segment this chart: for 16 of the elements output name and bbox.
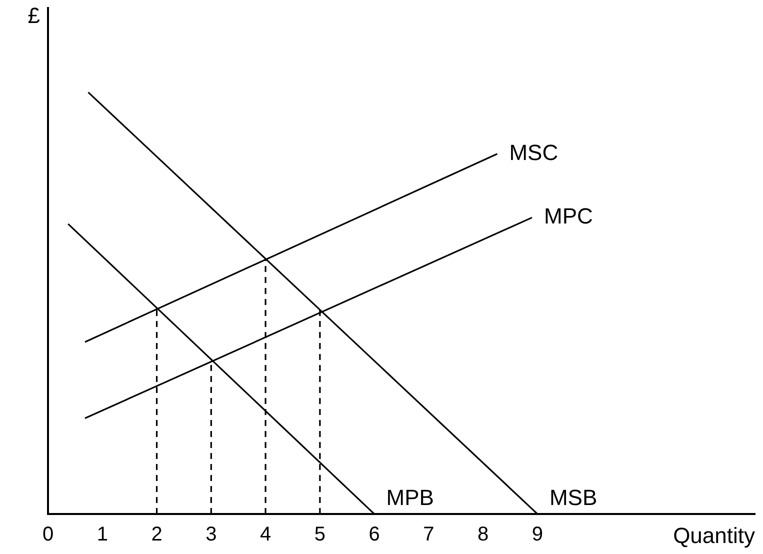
x-tick-label: 5 bbox=[314, 524, 326, 546]
x-tick-label: 2 bbox=[151, 524, 162, 546]
x-tick-label: 4 bbox=[260, 524, 272, 546]
x-tick-label: 9 bbox=[532, 524, 544, 546]
x-tick-label: 7 bbox=[423, 524, 434, 546]
series-label: MPB bbox=[386, 485, 434, 510]
x-tick-label: 6 bbox=[368, 524, 380, 546]
x-tick-label: 3 bbox=[206, 524, 217, 546]
series-label: MPC bbox=[544, 204, 594, 229]
x-tick-label: 8 bbox=[478, 524, 489, 546]
series-label: MSB bbox=[549, 485, 598, 510]
y-axis-title: £ bbox=[28, 3, 40, 28]
x-axis-title: Quantity bbox=[673, 523, 755, 548]
x-tick-label: 1 bbox=[96, 524, 108, 546]
x-tick-label: 0 bbox=[42, 524, 54, 546]
series-label: MSC bbox=[509, 140, 558, 165]
